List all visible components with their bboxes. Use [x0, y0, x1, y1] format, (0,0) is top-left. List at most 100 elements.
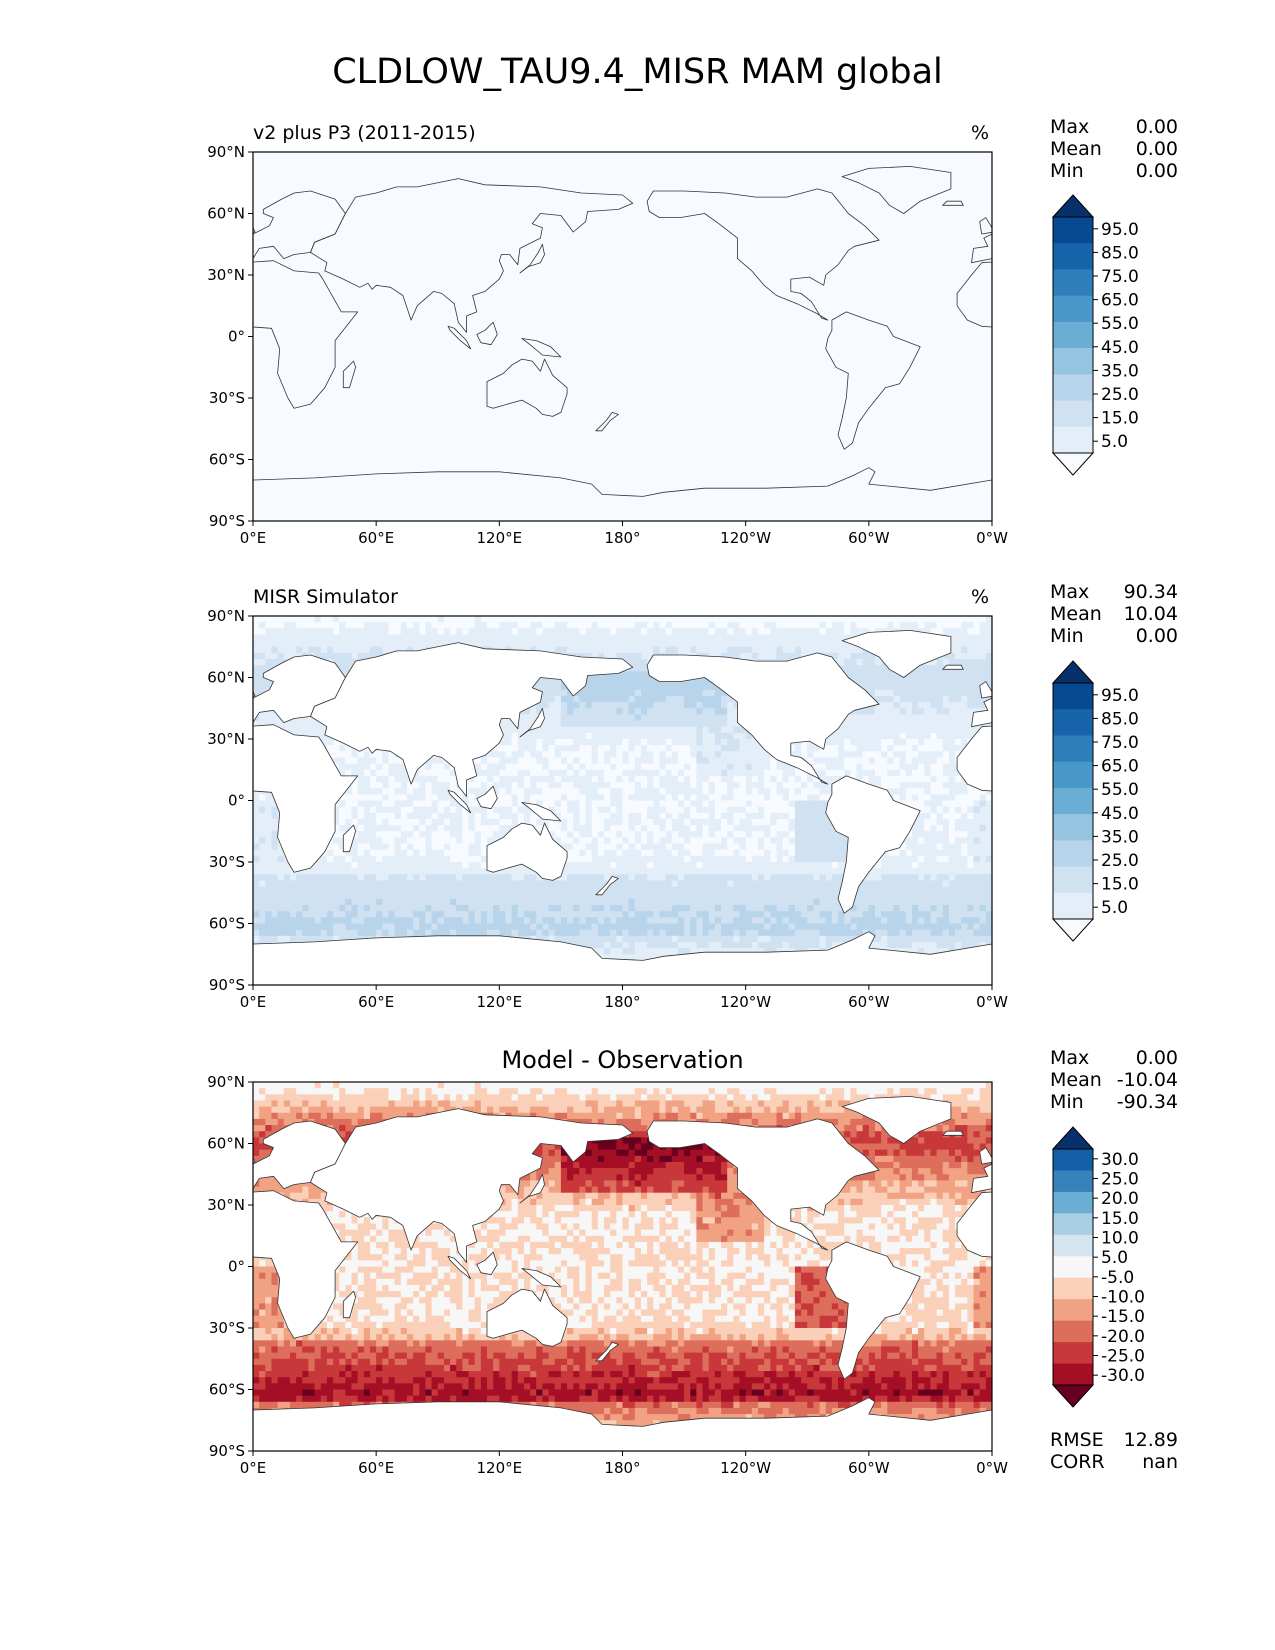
field-cell [604, 689, 611, 697]
field-cell [610, 775, 617, 783]
field-cell [684, 794, 691, 802]
field-cell [265, 868, 273, 875]
field-cell [376, 782, 383, 789]
field-cell [548, 640, 556, 648]
field-cell [610, 634, 617, 642]
field-cell [320, 732, 328, 740]
field-cell [640, 843, 648, 851]
field-cell [634, 880, 642, 888]
field-cell [671, 622, 679, 629]
field-cell [505, 868, 513, 875]
field-cell [388, 929, 396, 937]
field-cell [339, 825, 346, 832]
field-cell [579, 757, 587, 765]
field-cell [542, 818, 550, 826]
field-cell [517, 868, 525, 875]
field-cell [671, 720, 679, 728]
colorbar-cell [1053, 348, 1093, 375]
field-cell [363, 898, 371, 906]
field-cell [628, 732, 636, 740]
field-cell [579, 745, 587, 752]
field-cell [684, 880, 691, 888]
field-cell [634, 818, 642, 826]
field-cell [382, 634, 390, 642]
field-cell [474, 911, 482, 918]
field-cell [640, 862, 648, 869]
field-cell [523, 757, 531, 765]
field-cell [530, 898, 537, 906]
field-cell [487, 628, 494, 636]
field-cell [339, 616, 346, 623]
field-cell [597, 745, 605, 752]
field-cell [640, 702, 648, 709]
field-cell [456, 868, 463, 875]
field-cell [554, 935, 562, 943]
field-cell [597, 794, 605, 802]
field-cell [554, 837, 562, 845]
field-cell [665, 616, 673, 623]
field-cell [708, 689, 716, 697]
field-cell [425, 628, 433, 636]
field-cell [597, 616, 605, 623]
field-cell [326, 935, 334, 943]
field-cell [326, 917, 334, 925]
field-cell [308, 634, 316, 642]
field-cell [394, 837, 402, 845]
field-cell [733, 812, 741, 820]
field-cell [659, 849, 667, 857]
field-cell [431, 763, 439, 771]
field-cell [671, 708, 679, 715]
field-cell [406, 616, 414, 623]
field-cell [443, 775, 451, 783]
field-cell [647, 954, 654, 961]
field-cell [604, 616, 611, 623]
field-cell [523, 739, 531, 746]
field-cell [671, 616, 679, 623]
field-cell [647, 739, 654, 746]
field-cell [610, 831, 617, 838]
panel-2-map: 0°E 60°E 120°E 180° 120°W 60°W 0°W90°N60°N30°N… [207, 609, 1008, 1009]
field-cell [696, 751, 704, 759]
field-cell [616, 818, 624, 826]
field-cell [530, 812, 537, 820]
field-cell [708, 782, 716, 789]
field-cell [634, 739, 642, 746]
field-cell [406, 806, 414, 814]
field-cell [604, 892, 611, 900]
field-cell [333, 868, 340, 875]
field-cell [530, 886, 537, 894]
field-cell [677, 757, 685, 765]
field-cell [456, 806, 463, 814]
field-cell [363, 763, 371, 771]
field-cell [690, 751, 697, 759]
field-cell [684, 775, 691, 783]
field-cell [665, 751, 673, 759]
field-cell [585, 818, 593, 826]
field-cell [351, 794, 359, 802]
field-cell [357, 862, 365, 869]
field-cell [400, 831, 408, 838]
field-cell [573, 622, 580, 629]
field-cell [326, 616, 334, 623]
field-cell [560, 769, 568, 777]
field-cell [394, 622, 402, 629]
field-cell [721, 948, 728, 955]
field-cell [456, 917, 463, 925]
field-cell [499, 905, 507, 912]
field-cell [351, 634, 359, 642]
field-cell [573, 849, 580, 857]
field-cell [560, 800, 568, 808]
field-cell [616, 806, 624, 814]
field-cell [653, 628, 661, 636]
field-cell [253, 837, 260, 845]
field-cell [690, 763, 697, 771]
field-cell [708, 732, 716, 740]
colorbar-label: 15.0 [1101, 409, 1139, 429]
field-cell [579, 652, 587, 660]
field-cell [610, 622, 617, 629]
field-cell [351, 923, 359, 931]
field-cell [714, 898, 722, 906]
field-cell [339, 831, 346, 838]
field-cell [468, 818, 476, 826]
field-cell [419, 640, 427, 648]
